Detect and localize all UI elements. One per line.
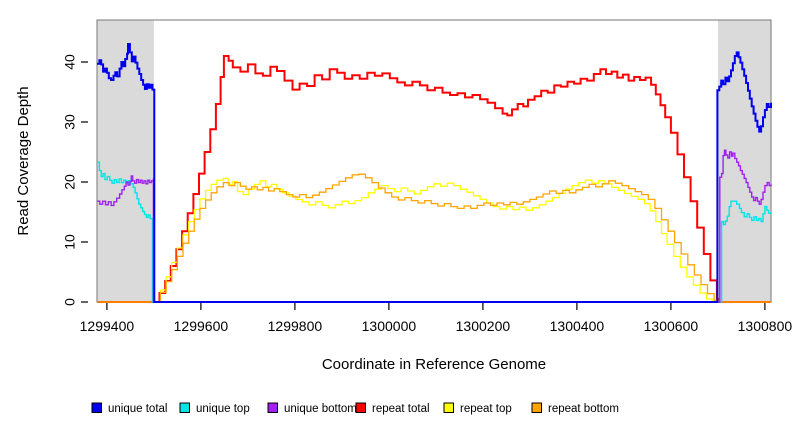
legend-label: unique total <box>108 403 167 415</box>
plot-box <box>96 19 772 303</box>
legend-label: repeat bottom <box>548 403 619 415</box>
y-axis-tick-label: 30 <box>62 114 78 130</box>
legend-swatch <box>179 402 190 413</box>
y-axis-title: Read Coverage Depth <box>15 86 32 235</box>
series-repeat-bottom <box>97 173 771 303</box>
legend-item-repeat-total: repeat total <box>355 402 430 415</box>
x-axis-tick-label: 1300800 <box>738 318 792 334</box>
x-axis-tick-label: 1300200 <box>456 318 511 334</box>
legend-swatch <box>443 402 454 413</box>
legend-swatch <box>531 402 542 413</box>
legend-item-unique-bottom: unique bottom <box>267 402 357 415</box>
series-unique-total <box>97 43 772 303</box>
y-axis-tick-label: 20 <box>62 174 78 190</box>
x-axis-tick-label: 1299800 <box>268 318 323 334</box>
shaded-region <box>717 20 771 302</box>
x-axis-tick-label: 1299400 <box>80 318 135 334</box>
x-axis-tick-label: 1300400 <box>550 318 605 334</box>
y-axis-tick-label: 10 <box>62 234 78 250</box>
series-unique-top <box>97 161 772 303</box>
legend-item-unique-total: unique total <box>91 402 167 415</box>
plot-border <box>96 19 772 303</box>
legend-item-repeat-top: repeat top <box>443 402 512 415</box>
y-axis-tick-label: 0 <box>62 298 78 306</box>
x-axis-title: Coordinate in Reference Genome <box>322 356 546 373</box>
legend-label: repeat top <box>460 403 512 415</box>
chart-legend: unique total unique top unique bottom repea… <box>91 402 619 415</box>
legend-label: unique bottom <box>284 403 357 415</box>
legend-item-repeat-bottom: repeat bottom <box>531 402 619 415</box>
shaded-regions <box>97 20 771 302</box>
series-repeat-total <box>97 55 771 303</box>
y-axis-tick-label: 40 <box>62 54 78 70</box>
x-axis-tick-label: 1299600 <box>174 318 229 334</box>
data-series <box>97 43 772 303</box>
legend-swatch <box>355 402 366 413</box>
legend-swatch <box>267 402 278 413</box>
x-axis-tick-label: 1300600 <box>644 318 699 334</box>
x-axis-tick-label: 1300000 <box>362 318 417 334</box>
series-unique-bottom <box>97 149 772 303</box>
axes: 1299400 1299600 1299800 1300000 1300200 13004… <box>62 54 792 334</box>
series-repeat-top <box>97 177 771 303</box>
legend-label: unique top <box>196 403 250 415</box>
legend-swatch <box>91 402 102 413</box>
legend-item-unique-top: unique top <box>179 402 250 415</box>
legend-label: repeat total <box>372 403 430 415</box>
